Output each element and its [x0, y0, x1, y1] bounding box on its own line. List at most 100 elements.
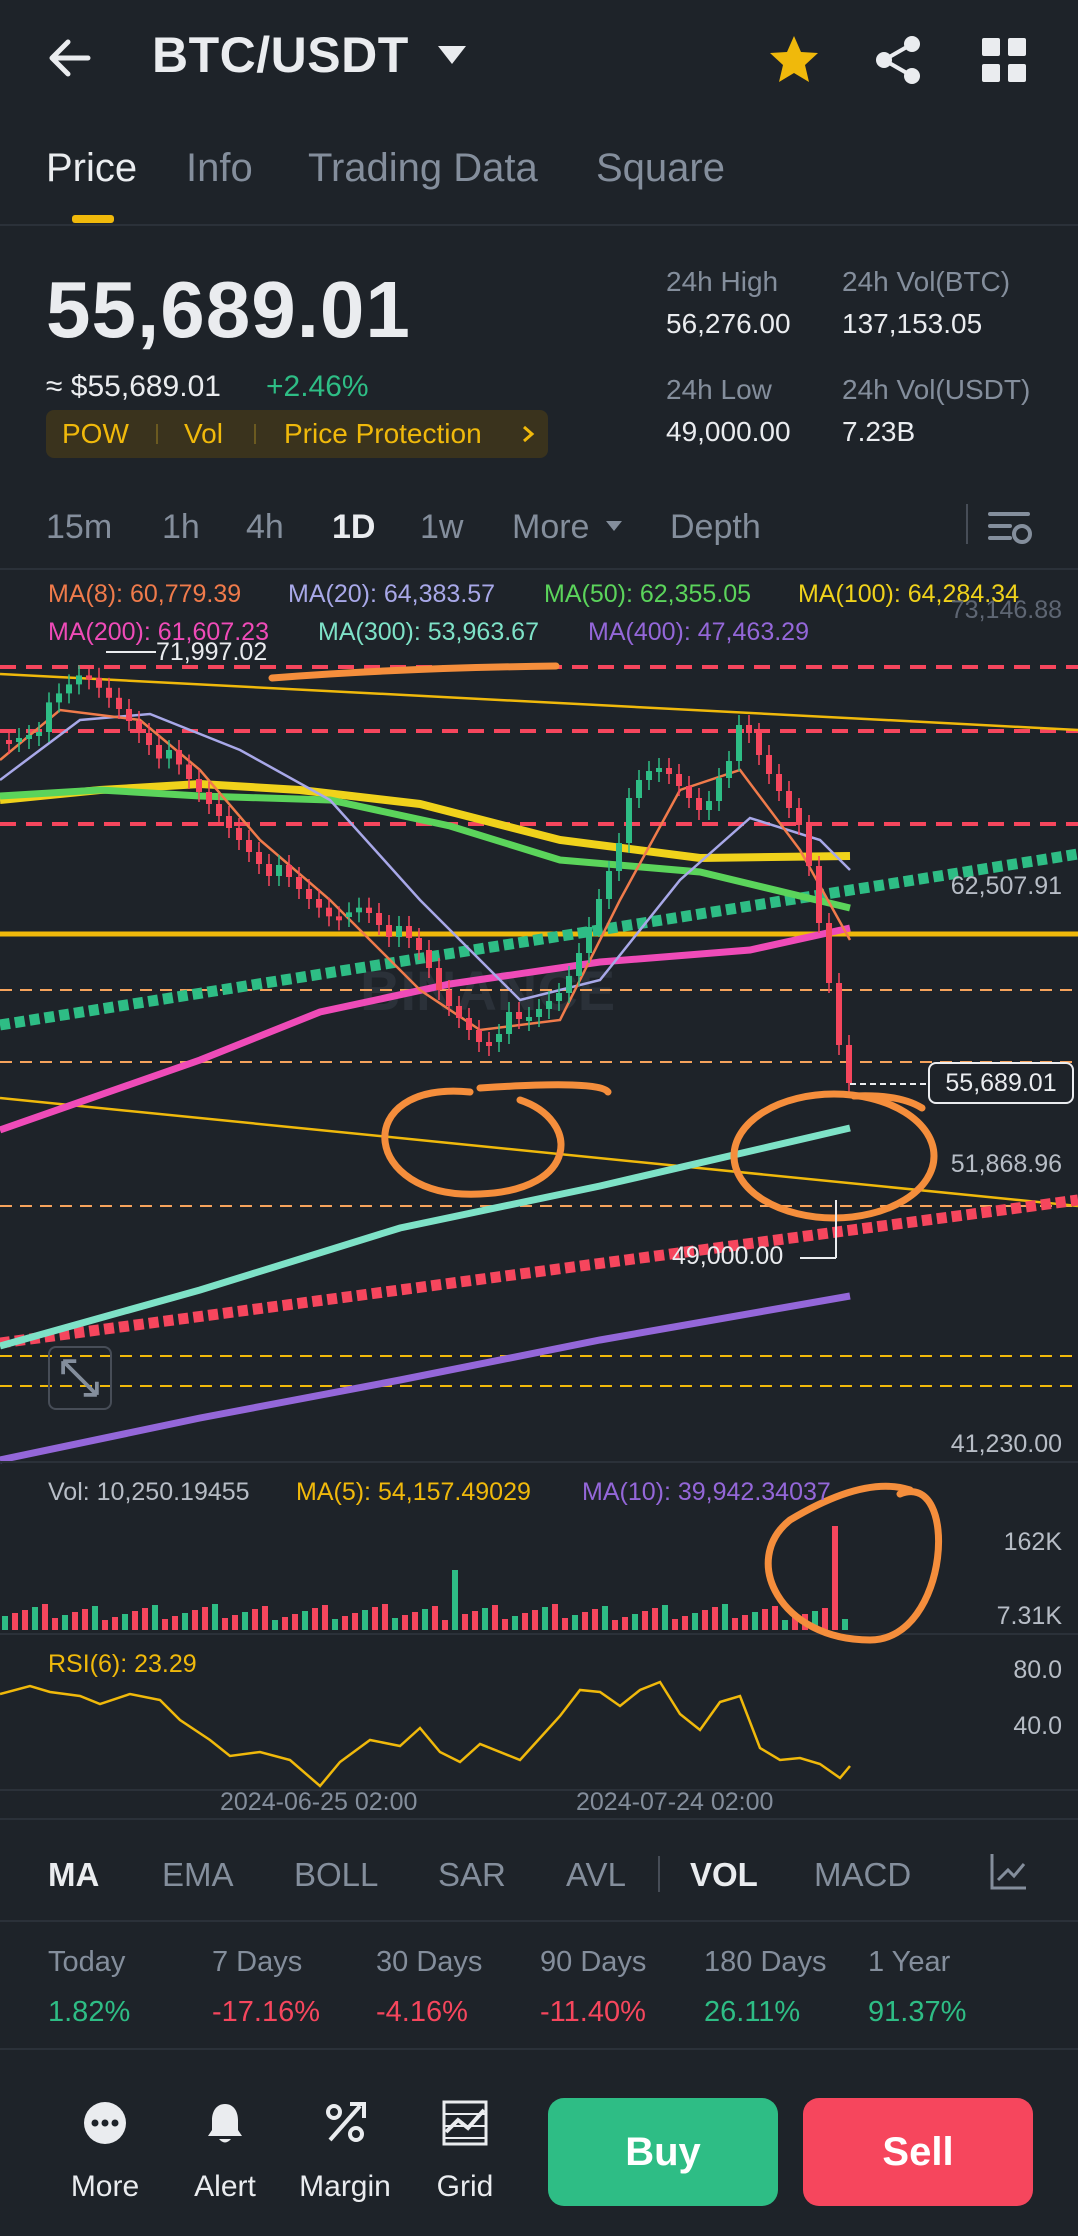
volume-bar: [352, 1613, 358, 1630]
pair-title[interactable]: BTC/USDT: [152, 27, 409, 83]
rsi-line: [0, 1680, 851, 1788]
volume-bar: [172, 1616, 178, 1630]
candle: [246, 840, 252, 852]
candle: [566, 976, 572, 993]
candle: [436, 968, 442, 990]
candle: [96, 677, 102, 688]
divider: [0, 224, 1078, 226]
indicator-boll[interactable]: BOLL: [294, 1856, 379, 1893]
tag-vol[interactable]: Vol: [184, 418, 223, 449]
tab-square[interactable]: Square: [596, 146, 725, 190]
volume-bar: [522, 1613, 528, 1630]
volume-bar: [372, 1607, 378, 1630]
candle: [646, 771, 652, 780]
volume-bar: [682, 1616, 688, 1630]
candle: [376, 913, 382, 925]
last-price: 55,689.01: [46, 265, 411, 354]
volume-bar: [112, 1617, 118, 1630]
candle: [156, 745, 162, 759]
ma300-line: [0, 1124, 851, 1350]
indicator-ma[interactable]: MA: [48, 1856, 100, 1893]
star-icon[interactable]: [764, 30, 824, 90]
tag-price-protection[interactable]: Price Protection: [284, 418, 482, 449]
volume-ma5-legend: MA(5): 54,157.49029: [296, 1478, 531, 1506]
volume-bar: [812, 1611, 818, 1630]
volume-bar: [242, 1612, 248, 1630]
indicator-ema[interactable]: EMA: [162, 1856, 234, 1893]
indicator-vol[interactable]: VOL: [690, 1856, 758, 1893]
tag-pow[interactable]: POW: [62, 418, 129, 449]
bell-icon: [208, 2104, 242, 2143]
volume-bar: [52, 1618, 58, 1630]
candle: [616, 843, 622, 871]
chart-settings-icon[interactable]: [984, 502, 1034, 552]
indicator-avl[interactable]: AVL: [566, 1856, 626, 1893]
indicator-settings-icon[interactable]: [986, 1850, 1030, 1894]
volume-ma10-legend: MA(10): 39,942.34037: [582, 1478, 831, 1506]
volume-bar: [22, 1610, 28, 1630]
volume-bar: [322, 1605, 328, 1630]
indicator-macd[interactable]: MACD: [814, 1856, 912, 1893]
nav-margin[interactable]: Margin: [282, 2100, 402, 2210]
grid-icon[interactable]: [974, 30, 1034, 90]
indicator-sar[interactable]: SAR: [438, 1856, 506, 1893]
candle: [516, 1012, 522, 1019]
perf-label: 180 Days: [704, 1946, 827, 1978]
buy-button[interactable]: Buy: [548, 2098, 778, 2206]
interval-15m[interactable]: 15m: [46, 508, 113, 546]
candle: [296, 877, 302, 889]
candle: [746, 725, 752, 733]
volume-bar: [532, 1610, 538, 1630]
volume-bar: [732, 1618, 738, 1630]
volume-bar: [672, 1619, 678, 1630]
candle: [386, 925, 392, 937]
interval-more[interactable]: More: [512, 508, 590, 546]
candle: [146, 733, 152, 745]
ma300-legend: MA(300): 53,963.67: [318, 618, 539, 646]
candle: [346, 912, 352, 917]
interval-1h[interactable]: 1h: [162, 508, 200, 546]
volume-bar: [402, 1615, 408, 1630]
candle: [496, 1034, 502, 1042]
nav-alert[interactable]: Alert: [162, 2100, 282, 2210]
volume-bar: [582, 1612, 588, 1630]
nav-more[interactable]: More: [42, 2100, 162, 2210]
volume-bar: [102, 1620, 108, 1630]
interval-depth[interactable]: Depth: [670, 508, 761, 546]
volume-bar: [202, 1607, 208, 1630]
interval-1w[interactable]: 1w: [420, 508, 464, 546]
candlestick-chart[interactable]: BINANCE: [0, 570, 1078, 1800]
volume-bar: [412, 1612, 418, 1630]
caret-down-icon[interactable]: [434, 40, 470, 70]
candle: [506, 1012, 512, 1034]
candle: [676, 774, 682, 786]
tab-info[interactable]: Info: [186, 146, 253, 190]
interval-4h[interactable]: 4h: [246, 508, 284, 546]
volume-bar: [632, 1614, 638, 1630]
candle: [466, 1018, 472, 1030]
candle: [326, 907, 332, 917]
tab-price[interactable]: Price: [46, 146, 138, 190]
sell-button[interactable]: Sell: [803, 2098, 1033, 2206]
perf-value: 1.82%: [48, 1996, 131, 2028]
candle: [396, 926, 402, 937]
share-icon[interactable]: [868, 30, 928, 90]
header: BTC/USDT: [0, 0, 1078, 120]
stat-value: 137,153.05: [842, 308, 983, 339]
volume-bar: [142, 1608, 148, 1630]
interval-1d[interactable]: 1D: [332, 508, 376, 546]
annotation-circle: [381, 1081, 612, 1198]
volume-bar: [82, 1609, 88, 1630]
tab-trading-data[interactable]: Trading Data: [308, 146, 538, 190]
candle: [256, 852, 262, 864]
back-arrow-icon[interactable]: [40, 28, 100, 88]
perf-value: -4.16%: [376, 1996, 468, 2028]
perf-value: 91.37%: [868, 1996, 967, 2028]
nav-grid[interactable]: Grid: [402, 2100, 522, 2210]
volume-bar: [552, 1604, 558, 1630]
tag-strip[interactable]: POW Vol Price Protection: [46, 410, 548, 458]
candle: [86, 675, 92, 680]
candle: [46, 702, 52, 732]
volume-bar: [762, 1609, 768, 1630]
expand-icon[interactable]: [48, 1346, 112, 1410]
